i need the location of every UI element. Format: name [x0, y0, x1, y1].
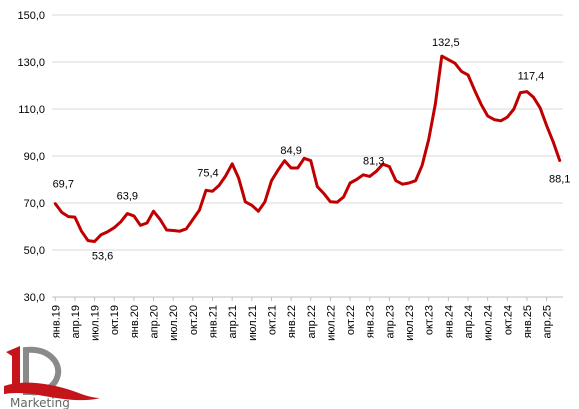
data-label: 117,4 [518, 71, 545, 83]
data-labels: 69,7 53,6 63,9 75,4 84,9 81,3 132,5 117,4 88,1 [53, 37, 571, 262]
x-tick-label: июл.23 [404, 305, 416, 341]
y-axis-labels: 30,0 50,0 70,0 90,0 110,0 130,0 150,0 [17, 10, 45, 304]
x-tick-label: янв.22 [286, 305, 298, 338]
x-tick-label: янв.20 [129, 305, 141, 338]
y-tick-label: 110,0 [18, 104, 45, 116]
x-tick-label: окт.20 [188, 305, 200, 335]
x-tick-label: июл.22 [325, 305, 337, 341]
series-line [53, 54, 562, 243]
data-label: 69,7 [53, 179, 74, 191]
logo-mark-icon [4, 346, 100, 401]
x-tick-label: апр.24 [463, 305, 475, 338]
x-tick-label: янв.21 [208, 305, 220, 338]
x-tick-label: окт.19 [109, 305, 121, 335]
x-tick-label: окт.23 [424, 305, 436, 335]
x-tick-label: окт.24 [502, 305, 514, 335]
y-tick-label: 70,0 [24, 198, 45, 210]
grid-layer [52, 14, 563, 301]
x-tick-label: апр.25 [542, 305, 554, 338]
data-label: 88,1 [549, 173, 570, 185]
x-tick-label: июл.21 [247, 305, 259, 341]
x-tick-label: июл.24 [483, 305, 495, 341]
data-label: 53,6 [92, 251, 113, 263]
y-tick-label: 90,0 [24, 151, 45, 163]
x-tick-label: июл.20 [168, 305, 180, 341]
x-tick-label: апр.22 [306, 305, 318, 338]
x-tick-label: окт.21 [266, 305, 278, 335]
x-tick-label: янв.25 [522, 305, 534, 338]
x-tick-label: июл.19 [90, 305, 102, 341]
series-layer [53, 54, 562, 243]
y-tick-label: 130,0 [17, 57, 45, 69]
x-axis-labels: янв.19 апр.19 июл.19 окт.19 янв.20 апр.20 июл.… [50, 305, 553, 341]
logo-text: Marketing [10, 396, 70, 409]
x-tick-label: апр.19 [70, 305, 82, 338]
x-tick-label: янв.23 [365, 305, 377, 338]
logo: Marketing [4, 346, 100, 409]
data-label: 81,3 [363, 155, 384, 167]
y-tick-label: 30,0 [24, 292, 45, 304]
x-tick-label: апр.21 [227, 305, 239, 338]
data-label: 63,9 [117, 191, 138, 203]
data-label: 84,9 [280, 145, 301, 157]
x-tick-label: окт.22 [345, 305, 357, 335]
y-tick-label: 150,0 [17, 10, 45, 22]
data-label: 132,5 [432, 37, 460, 49]
x-tick-label: янв.19 [50, 305, 62, 338]
x-tick-label: апр.20 [149, 305, 161, 338]
x-tick-label: янв.24 [443, 305, 455, 338]
x-tick-label: апр.23 [384, 305, 396, 338]
data-label: 75,4 [197, 167, 218, 179]
y-tick-label: 50,0 [24, 245, 45, 257]
